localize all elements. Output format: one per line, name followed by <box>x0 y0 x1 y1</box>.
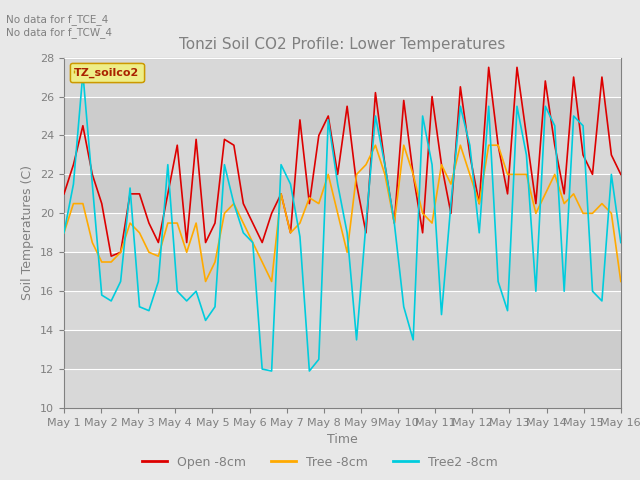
Bar <box>64 291 621 330</box>
Bar <box>64 58 621 96</box>
Bar <box>64 135 621 174</box>
Legend: TZ_soilco2: TZ_soilco2 <box>70 63 144 82</box>
Bar <box>64 96 621 135</box>
Bar <box>64 213 621 252</box>
Bar <box>64 174 621 213</box>
Title: Tonzi Soil CO2 Profile: Lower Temperatures: Tonzi Soil CO2 Profile: Lower Temperatur… <box>179 37 506 52</box>
Bar <box>64 252 621 291</box>
Y-axis label: Soil Temperatures (C): Soil Temperatures (C) <box>22 165 35 300</box>
X-axis label: Time: Time <box>327 433 358 446</box>
Text: No data for f_TCE_4
No data for f_TCW_4: No data for f_TCE_4 No data for f_TCW_4 <box>6 14 113 38</box>
Bar <box>64 369 621 408</box>
Legend: Open -8cm, Tree -8cm, Tree2 -8cm: Open -8cm, Tree -8cm, Tree2 -8cm <box>137 451 503 474</box>
Bar <box>64 330 621 369</box>
